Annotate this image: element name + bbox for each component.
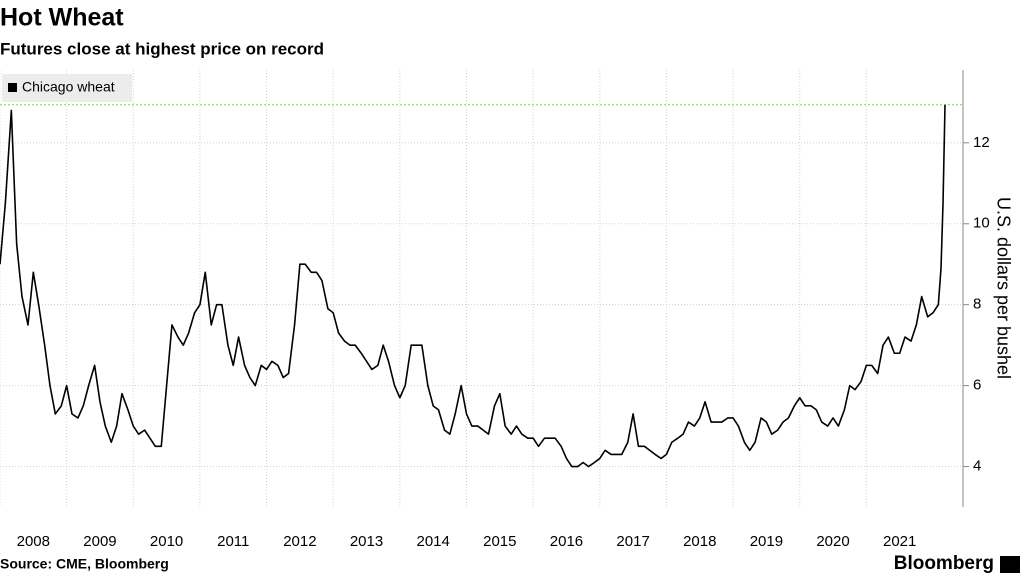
price-line: [0, 104, 946, 468]
x-tick-label: 2016: [550, 533, 583, 550]
x-tick-label: 2018: [683, 533, 716, 550]
legend-box: [2, 74, 132, 102]
x-tick-label: 2014: [416, 533, 449, 550]
y-tick-label: 10: [973, 215, 990, 232]
brand: Bloomberg: [894, 553, 994, 574]
legend-label: Chicago wheat: [22, 79, 115, 95]
x-tick-label: 2012: [283, 533, 316, 550]
x-tick-label: 2009: [83, 533, 116, 550]
x-tick-label: 2013: [350, 533, 383, 550]
brand-icon: [1000, 556, 1020, 573]
legend-swatch: [8, 83, 17, 92]
y-tick-label: 6: [973, 377, 981, 394]
chart-title: Hot Wheat: [0, 4, 124, 32]
source: Source: CME, Bloomberg: [0, 556, 169, 572]
x-tick-label: 2010: [150, 533, 183, 550]
x-tick-label: 2008: [17, 533, 50, 550]
x-tick-label: 2017: [616, 533, 649, 550]
x-tick-label: 2021: [883, 533, 916, 550]
y-axis-label: U.S. dollars per bushel: [993, 197, 1013, 379]
chart-subtitle: Futures close at highest price on record: [0, 39, 324, 58]
y-tick-label: 4: [973, 458, 981, 475]
x-tick-label: 2020: [816, 533, 849, 550]
x-tick-label: 2019: [750, 533, 783, 550]
y-tick-label: 12: [973, 134, 990, 151]
x-tick-label: 2015: [483, 533, 516, 550]
y-tick-label: 8: [973, 296, 981, 313]
x-tick-label: 2011: [217, 533, 249, 550]
